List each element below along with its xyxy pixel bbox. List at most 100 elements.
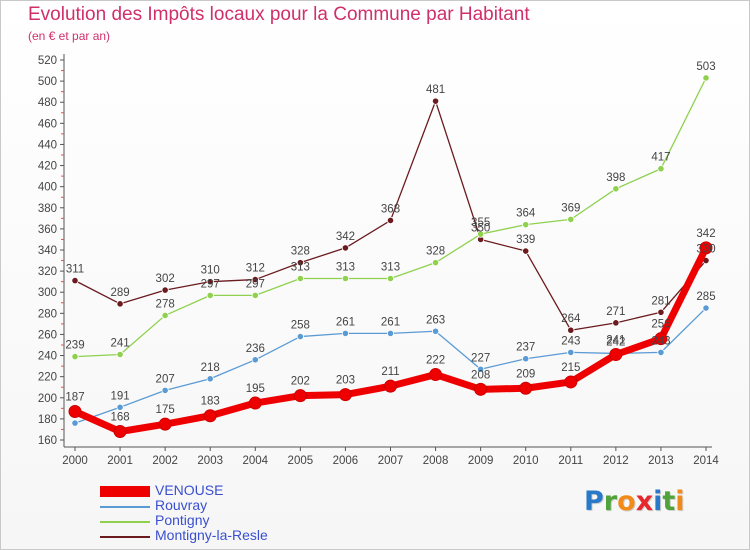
x-tick-label: 2005 — [288, 455, 314, 467]
x-tick-label: 2011 — [558, 455, 583, 467]
data-point-venouse — [113, 425, 127, 439]
data-label-pontigny: 417 — [651, 152, 670, 164]
x-tick-label: 2008 — [423, 455, 449, 467]
data-point-rouvray — [341, 329, 350, 337]
data-point-venouse — [68, 405, 82, 418]
data-label-pontigny: 278 — [156, 298, 175, 310]
data-label-pontigny: 313 — [381, 262, 400, 274]
logo-letter: P — [584, 486, 604, 517]
data-point-venouse — [474, 382, 488, 396]
data-label-rouvray: 191 — [110, 390, 129, 402]
y-tick-label: 320 — [38, 266, 57, 278]
data-label-rouvray: 237 — [516, 342, 535, 354]
data-label-montigny-la-resle: 339 — [516, 234, 535, 246]
data-point-venouse — [699, 241, 713, 255]
logo-letter: x — [635, 486, 654, 517]
y-tick-label: 360 — [38, 224, 57, 236]
data-label-venouse: 175 — [156, 404, 175, 416]
data-point-pontigny — [657, 165, 665, 173]
data-label-venouse: 203 — [336, 375, 355, 387]
data-point-montigny-la-resle — [161, 286, 169, 294]
data-point-venouse — [609, 348, 623, 361]
data-label-venouse: 187 — [65, 392, 84, 404]
data-label-montigny-la-resle: 271 — [606, 306, 625, 318]
data-point-pontigny — [116, 350, 124, 359]
data-point-montigny-la-resle — [71, 277, 79, 285]
x-tick-label: 2004 — [242, 455, 268, 467]
data-point-montigny-la-resle — [657, 308, 665, 316]
data-point-pontigny — [702, 74, 710, 82]
data-label-venouse: 256 — [651, 319, 670, 331]
data-label-venouse: 222 — [426, 355, 445, 367]
data-label-rouvray: 263 — [426, 314, 445, 326]
data-point-pontigny — [612, 185, 620, 193]
data-label-venouse: 215 — [561, 362, 580, 374]
data-point-rouvray — [657, 348, 665, 356]
data-label-montigny-la-resle: 350 — [471, 222, 490, 234]
y-tick-label: 500 — [38, 76, 57, 88]
data-point-pontigny — [386, 274, 395, 283]
data-label-montigny-la-resle: 368 — [381, 203, 400, 215]
legend-label-pontigny: Pontigny — [155, 512, 210, 528]
data-label-rouvray: 243 — [561, 335, 580, 347]
data-label-rouvray: 261 — [336, 316, 355, 328]
x-tick-label: 2007 — [378, 455, 404, 467]
data-label-venouse: 209 — [516, 368, 535, 380]
x-tick-label: 2000 — [62, 455, 88, 467]
legend-label-rouvray: Rouvray — [155, 497, 208, 513]
data-point-montigny-la-resle — [567, 326, 575, 334]
data-label-pontigny: 398 — [606, 172, 625, 184]
data-point-pontigny — [251, 291, 259, 299]
x-tick-label: 2014 — [693, 455, 719, 467]
data-point-rouvray — [386, 329, 395, 337]
data-point-rouvray — [251, 356, 259, 364]
data-label-pontigny: 355 — [471, 217, 490, 229]
data-label-venouse: 241 — [606, 335, 625, 347]
legend-swatch-rouvray — [100, 506, 150, 508]
x-tick-label: 2002 — [152, 455, 178, 467]
chart-subtitle: (en € et par an) — [28, 29, 111, 43]
chart-title: Evolution des Impôts locaux pour la Comm… — [28, 4, 530, 25]
data-point-pontigny — [431, 259, 440, 267]
x-tick-label: 2012 — [603, 455, 629, 467]
y-tick-label: 480 — [38, 97, 57, 109]
data-label-pontigny: 313 — [291, 262, 310, 274]
data-point-venouse — [384, 379, 397, 393]
y-tick-label: 300 — [38, 287, 57, 299]
legend-swatch-venouse — [100, 486, 150, 497]
data-point-rouvray — [161, 386, 169, 394]
data-label-pontigny: 239 — [65, 340, 84, 352]
data-label-pontigny: 241 — [110, 338, 129, 350]
data-label-pontigny: 297 — [201, 278, 220, 290]
data-point-venouse — [654, 332, 668, 346]
data-label-venouse: 183 — [201, 396, 220, 408]
data-label-venouse: 211 — [381, 366, 399, 378]
data-point-rouvray — [477, 365, 485, 373]
logo-letter: r — [603, 486, 618, 517]
data-label-rouvray: 227 — [471, 352, 490, 364]
data-point-pontigny — [341, 274, 350, 283]
data-label-montigny-la-resle: 289 — [110, 287, 129, 299]
data-point-venouse — [429, 368, 443, 382]
data-point-rouvray — [522, 355, 530, 363]
data-label-rouvray: 242 — [606, 336, 625, 348]
data-label-montigny-la-resle: 342 — [336, 231, 355, 243]
data-point-montigny-la-resle — [116, 300, 124, 308]
data-point-pontigny — [71, 353, 79, 361]
data-point-pontigny — [567, 215, 575, 223]
legend-label-venouse: VENOUSE — [155, 482, 224, 498]
data-label-rouvray: 285 — [696, 291, 715, 303]
data-point-pontigny — [161, 311, 169, 320]
data-label-montigny-la-resle: 311 — [66, 264, 84, 276]
data-label-montigny-la-resle: 281 — [651, 295, 670, 307]
data-label-rouvray: 207 — [156, 373, 175, 385]
logo-letter: i — [675, 486, 685, 517]
data-label-montigny-la-resle: 310 — [201, 265, 220, 277]
y-tick-label: 400 — [38, 182, 57, 194]
data-point-pontigny — [296, 274, 304, 283]
data-label-venouse: 168 — [110, 412, 129, 424]
data-label-pontigny: 328 — [426, 246, 445, 258]
legend-swatch-montigny-la-resle — [100, 536, 150, 538]
data-label-montigny-la-resle: 481 — [426, 84, 445, 96]
